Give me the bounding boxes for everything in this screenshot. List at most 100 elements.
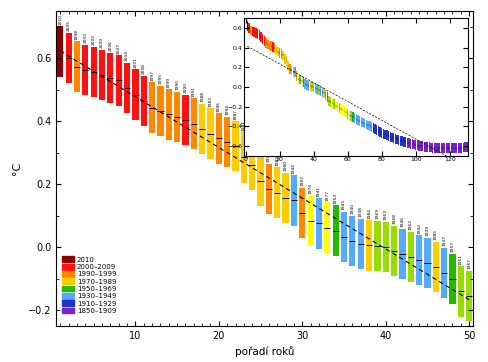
Text: 2007: 2007 xyxy=(117,43,121,54)
Bar xyxy=(250,26,251,35)
Bar xyxy=(99,50,105,100)
Bar xyxy=(466,271,472,321)
Bar xyxy=(361,117,362,127)
Text: 1939: 1939 xyxy=(426,226,429,236)
Bar xyxy=(449,143,450,153)
Bar xyxy=(385,130,386,139)
Bar xyxy=(433,242,439,292)
Bar xyxy=(309,81,311,91)
Text: 1941: 1941 xyxy=(317,186,321,197)
Text: 2005: 2005 xyxy=(67,20,71,31)
Bar xyxy=(315,83,316,93)
Bar xyxy=(284,54,285,64)
Bar xyxy=(287,61,289,71)
Bar xyxy=(332,206,339,256)
Bar xyxy=(366,119,367,130)
Bar xyxy=(283,51,284,60)
Bar xyxy=(430,143,432,152)
Bar xyxy=(391,132,393,143)
Bar xyxy=(418,141,420,151)
Bar xyxy=(417,140,418,150)
Bar xyxy=(452,143,454,153)
Bar xyxy=(276,45,277,55)
Bar xyxy=(395,134,396,144)
Bar xyxy=(281,49,282,59)
Bar xyxy=(299,188,305,238)
Bar xyxy=(333,100,335,109)
Bar xyxy=(471,142,472,151)
Bar xyxy=(461,143,463,153)
Bar xyxy=(265,38,267,48)
Bar xyxy=(267,39,268,49)
Bar xyxy=(427,142,428,152)
Bar xyxy=(383,222,389,272)
Text: 1946: 1946 xyxy=(401,216,405,227)
Bar xyxy=(407,138,408,148)
Bar xyxy=(398,135,400,145)
Bar xyxy=(359,116,360,126)
Bar xyxy=(386,130,387,140)
Bar xyxy=(366,220,372,271)
Bar xyxy=(374,124,376,134)
Bar xyxy=(389,132,391,142)
Bar xyxy=(349,216,355,266)
Bar xyxy=(174,92,180,142)
Text: 1974: 1974 xyxy=(308,183,313,194)
Bar xyxy=(376,125,377,135)
Bar xyxy=(253,28,255,37)
Bar xyxy=(442,143,444,153)
Bar xyxy=(316,198,322,249)
Bar xyxy=(232,121,239,172)
Text: 1961: 1961 xyxy=(459,254,463,265)
Bar xyxy=(332,98,333,108)
Text: 1988: 1988 xyxy=(200,91,204,102)
Bar xyxy=(305,79,306,89)
Bar xyxy=(410,139,411,149)
Text: 2006: 2006 xyxy=(108,41,112,51)
Text: 1969: 1969 xyxy=(375,209,379,219)
Bar xyxy=(441,143,442,153)
Bar xyxy=(456,143,457,153)
Text: 1991: 1991 xyxy=(192,86,196,97)
Bar xyxy=(286,56,287,66)
Bar xyxy=(441,248,447,298)
Text: 1943: 1943 xyxy=(342,199,346,210)
Legend: 2010, 2000–2009, 1990–1999, 1970–1989, 1950–1969, 1930–1949, 1910–1929, 1850–190: 2010, 2000–2009, 1990–1999, 1970–1989, 1… xyxy=(60,254,119,316)
Bar xyxy=(116,55,122,106)
Text: 2002: 2002 xyxy=(92,34,96,45)
Bar xyxy=(183,94,188,145)
Bar xyxy=(354,113,355,123)
Text: 1993: 1993 xyxy=(267,151,271,162)
Bar xyxy=(367,121,369,130)
Bar xyxy=(437,143,439,153)
Bar xyxy=(335,101,337,110)
Bar xyxy=(57,26,63,77)
Bar xyxy=(107,53,114,104)
Bar xyxy=(369,121,370,131)
Bar xyxy=(420,141,422,151)
Bar xyxy=(424,142,425,152)
Bar xyxy=(306,80,307,90)
Bar xyxy=(82,45,88,95)
Bar xyxy=(266,164,272,214)
Bar xyxy=(298,74,299,84)
Bar xyxy=(346,108,347,117)
Bar xyxy=(124,63,130,113)
Bar xyxy=(466,142,468,152)
Bar xyxy=(257,29,258,39)
Bar xyxy=(279,48,281,58)
Bar xyxy=(474,141,476,151)
Bar xyxy=(323,88,325,98)
Bar xyxy=(249,140,255,190)
Bar xyxy=(300,75,301,84)
Bar xyxy=(473,141,474,151)
Bar xyxy=(364,119,366,129)
Text: 1998: 1998 xyxy=(75,29,79,40)
Bar xyxy=(141,76,147,126)
Bar xyxy=(246,21,248,31)
Bar xyxy=(293,67,294,77)
Bar xyxy=(434,143,435,153)
Bar xyxy=(413,140,415,150)
Text: 1942: 1942 xyxy=(417,223,421,233)
Bar xyxy=(459,143,461,153)
